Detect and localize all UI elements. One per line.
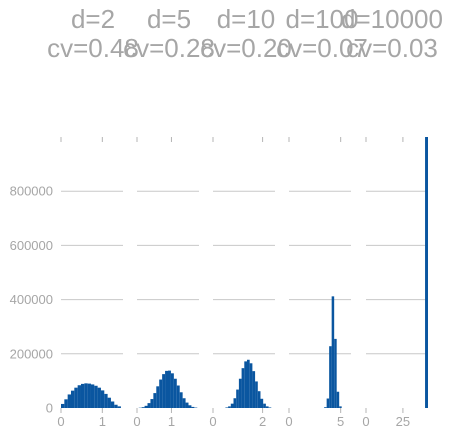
- histogram-panel: 0 25: [362, 137, 428, 429]
- histogram-bar: [162, 374, 166, 408]
- panel-title-cv: cv=0.28: [123, 33, 215, 63]
- histogram-bar: [246, 359, 250, 408]
- histogram-bar: [144, 405, 148, 408]
- histogram-bar: [233, 398, 237, 408]
- panel-title-cv: cv=0.07: [276, 33, 368, 63]
- histogram-bar: [252, 371, 256, 408]
- histogram-bar: [425, 137, 428, 408]
- histogram-bar: [173, 378, 177, 408]
- histogram-bar: [141, 407, 145, 408]
- histogram-bar: [339, 406, 342, 408]
- histogram-bar: [80, 383, 85, 408]
- histogram-bar: [191, 406, 195, 408]
- histogram-bar: [94, 385, 98, 408]
- x-tick-label: 0: [133, 414, 140, 429]
- y-tick-label: 800000: [10, 184, 53, 199]
- histogram-bar: [84, 383, 88, 408]
- panel-title-dimension: d=2: [71, 4, 115, 34]
- histogram-bar: [331, 296, 335, 408]
- histogram-bar: [255, 381, 258, 408]
- histogram-bar: [263, 403, 266, 408]
- histogram-bar: [100, 390, 105, 408]
- histogram-bar: [87, 383, 91, 408]
- histogram-bar: [329, 346, 332, 408]
- x-tick-label: 0: [209, 414, 216, 429]
- histogram-bar: [156, 386, 160, 408]
- histogram-bar: [67, 394, 71, 408]
- x-tick-label: 0: [285, 414, 292, 429]
- y-tick-label: 600000: [10, 238, 53, 253]
- panel-titles: d=2cv=0.48 d=5cv=0.28d=10cv=0.20d=100cv=0…: [47, 4, 443, 63]
- histogram-bar: [225, 407, 229, 408]
- histogram-bar: [104, 393, 108, 408]
- histogram-bar: [61, 403, 65, 408]
- histogram-bar: [228, 406, 231, 408]
- histogram-bar: [244, 361, 247, 408]
- x-tick-label: 25: [396, 414, 410, 429]
- histogram-bar: [334, 338, 337, 408]
- y-tick-label: 400000: [10, 292, 53, 307]
- histogram-bar: [64, 399, 68, 408]
- histogram-bar: [324, 407, 327, 408]
- histogram-bar: [230, 403, 234, 408]
- x-tick-label: 0: [57, 414, 64, 429]
- histogram-bar: [117, 406, 121, 408]
- x-tick-label: 0: [362, 414, 369, 429]
- histogram-bar: [168, 370, 171, 408]
- histogram-bar: [107, 397, 111, 408]
- histogram-bar: [159, 379, 163, 408]
- panel-title-dimension: d=10000: [341, 4, 443, 34]
- y-axis-tick-labels: 0 200000 400000 600000 800000: [10, 184, 53, 416]
- histogram-bar: [153, 393, 157, 408]
- histogram-bar: [179, 392, 183, 408]
- panel-title-cv: cv=0.03: [346, 33, 438, 63]
- histogram-bar: [150, 399, 154, 408]
- histogram-bar: [97, 387, 101, 408]
- histogram-bar: [77, 385, 81, 408]
- histogram-bar: [70, 390, 75, 408]
- y-tick-label: 0: [46, 401, 53, 416]
- y-tick-label: 200000: [10, 346, 53, 361]
- panel-title-dimension: d=5: [147, 4, 191, 34]
- panel-title-dimension: d=100: [285, 4, 358, 34]
- histogram-bar: [249, 363, 253, 408]
- histogram-bar: [185, 402, 189, 408]
- histogram-bar: [257, 391, 261, 408]
- histogram-bar: [147, 403, 151, 408]
- histogram-bar: [165, 370, 168, 408]
- histogram-bar: [336, 391, 340, 408]
- x-tick-label: 1: [168, 414, 175, 429]
- histogram-bar: [188, 405, 192, 408]
- histogram-bar: [114, 404, 118, 408]
- histogram-bar: [268, 407, 272, 408]
- histogram-bar: [182, 398, 186, 408]
- histogram-bar: [326, 398, 330, 408]
- histogram-panels: 0 1 0 1 0 2 0 5 0 25: [57, 137, 428, 429]
- panel-title-cv: cv=0.20: [200, 33, 292, 63]
- panel-title-cv: cv=0.48: [47, 33, 139, 63]
- histogram-bar: [236, 389, 239, 408]
- histogram-bar: [170, 373, 174, 408]
- histogram-bar: [110, 401, 115, 408]
- histogram-bar: [260, 398, 264, 408]
- x-tick-label: 2: [259, 414, 266, 429]
- histogram-bar: [176, 385, 180, 408]
- x-tick-label: 1: [99, 414, 106, 429]
- histogram-bar: [74, 387, 78, 408]
- histogram-bar: [90, 384, 95, 408]
- x-tick-label: 5: [337, 414, 344, 429]
- histogram-bar: [265, 406, 269, 408]
- panel-title-dimension: d=10: [217, 4, 276, 34]
- histogram-bar: [238, 378, 242, 408]
- histogram-bar: [241, 368, 245, 408]
